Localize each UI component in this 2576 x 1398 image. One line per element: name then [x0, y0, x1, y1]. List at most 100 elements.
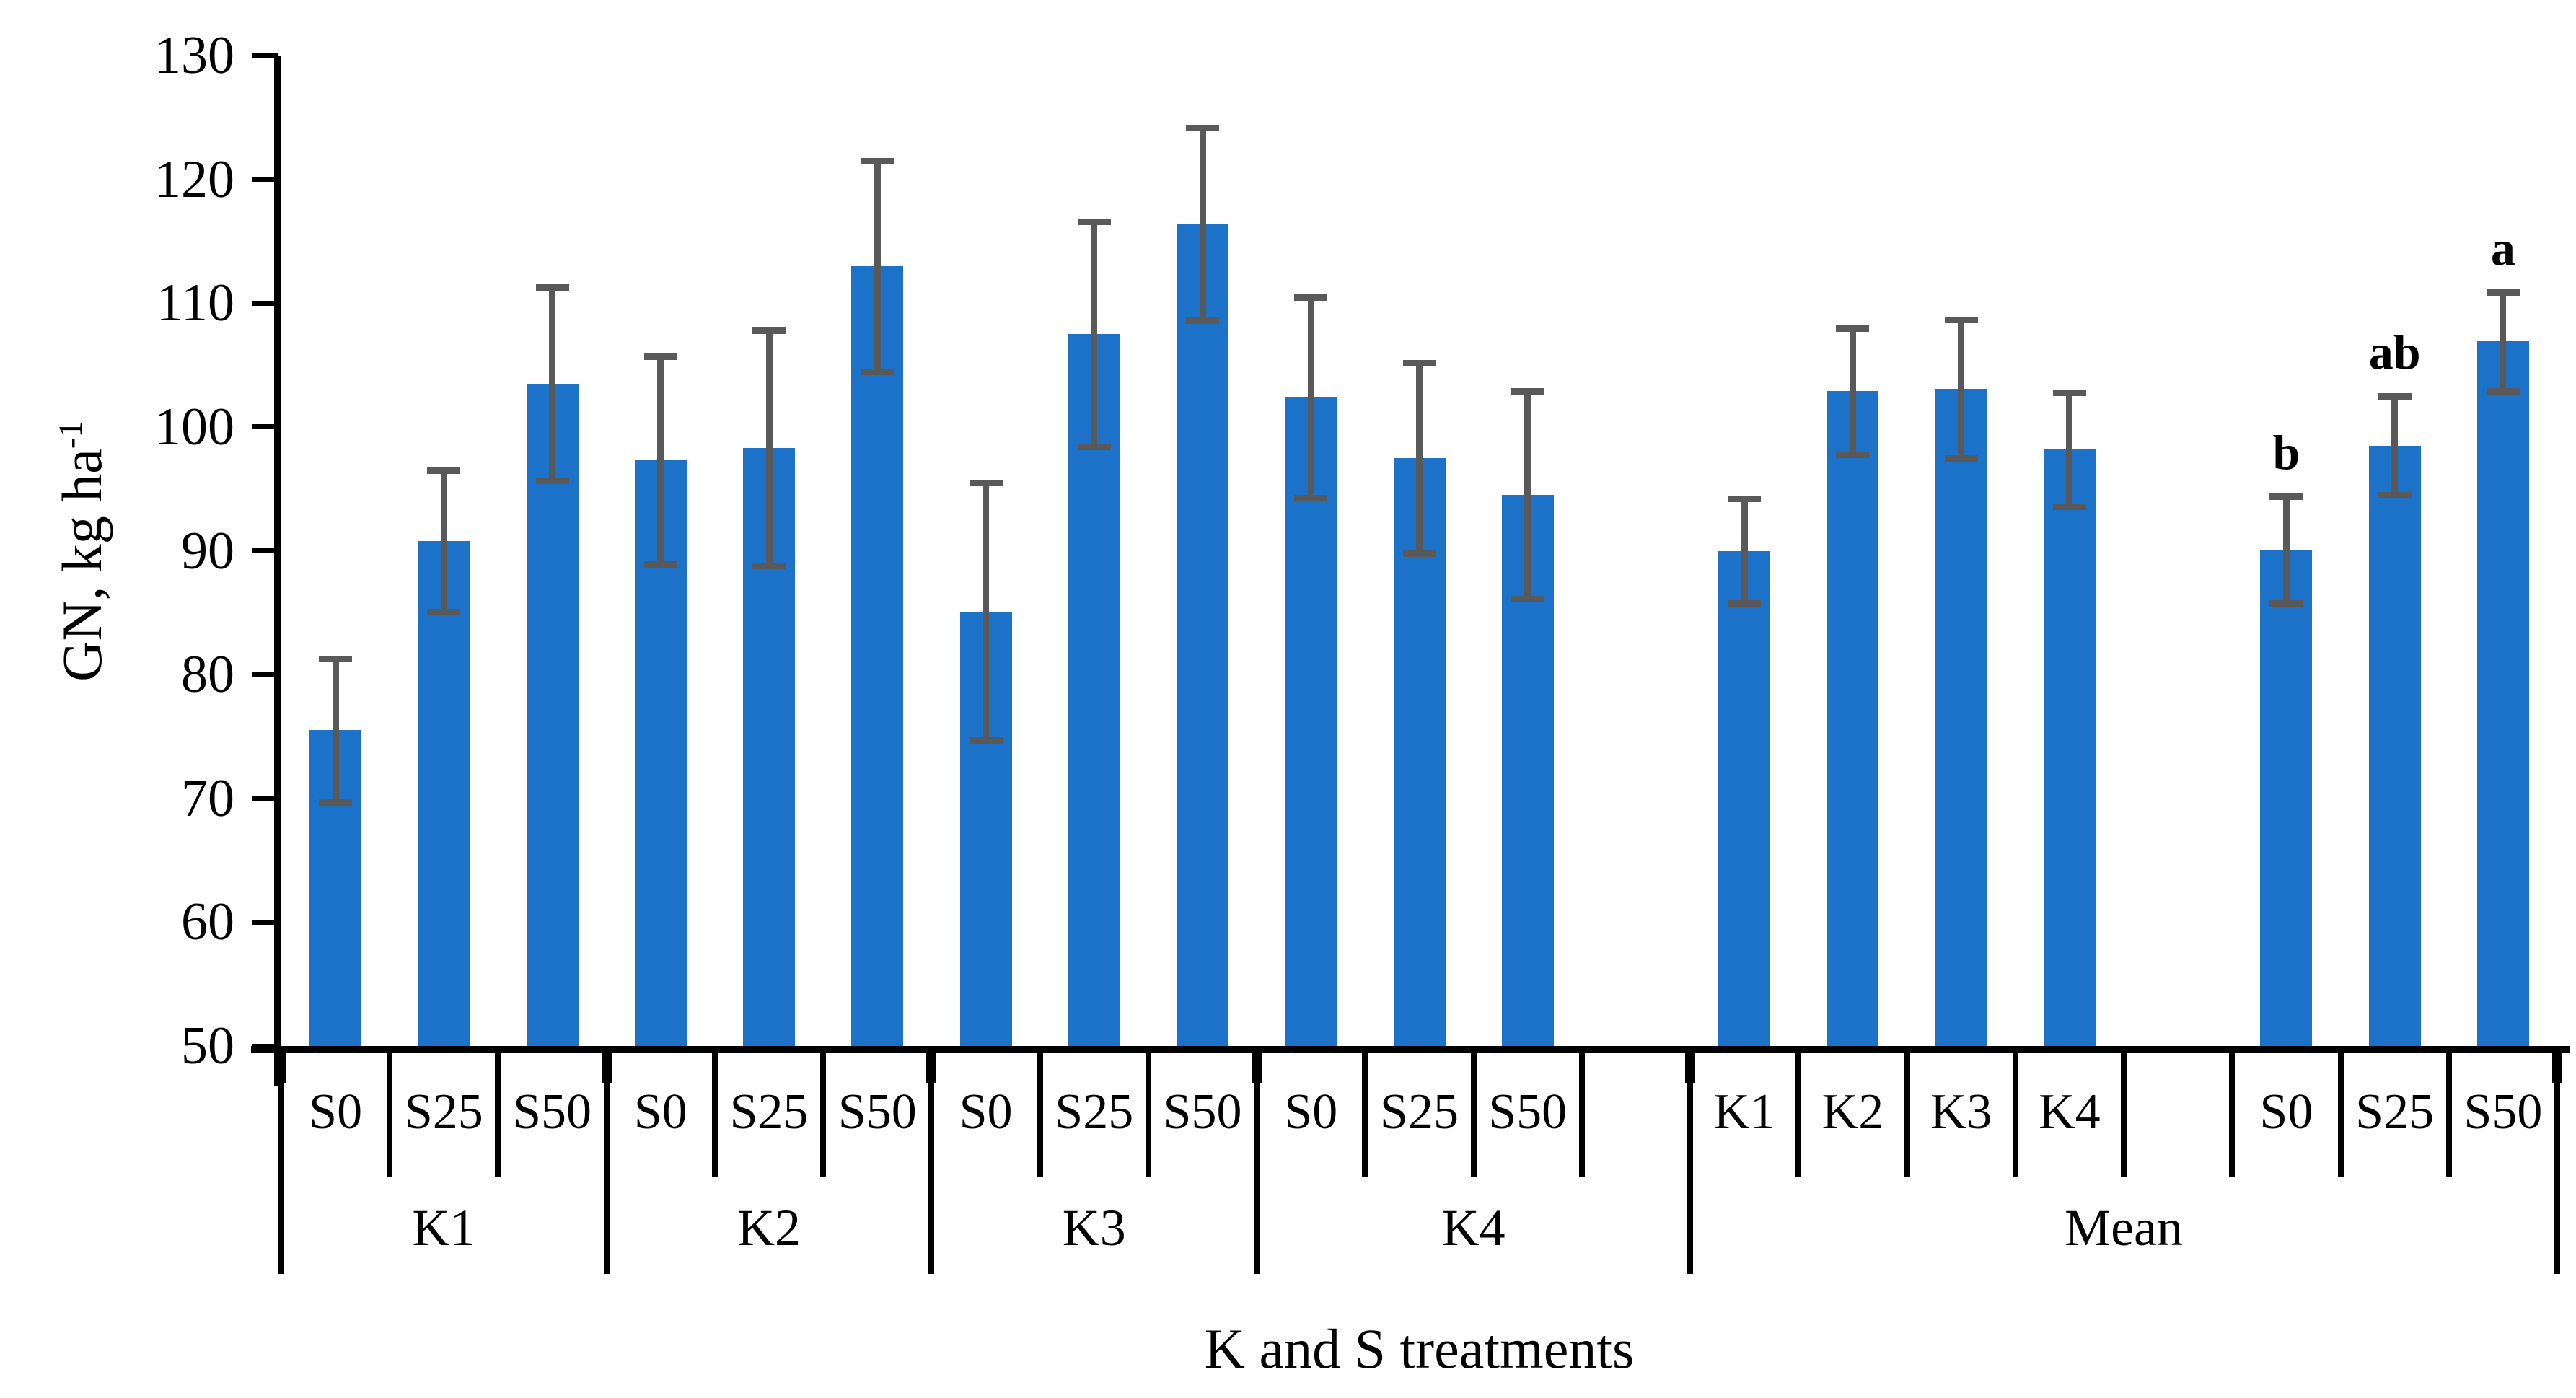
significance-letter: ab: [2368, 324, 2421, 379]
error-bar-line: [1741, 498, 1748, 603]
x-cell-label: S0: [633, 1084, 687, 1140]
x-cell-label: S0: [1284, 1084, 1338, 1140]
y-tick-label: 100: [154, 397, 234, 457]
bar: [1068, 334, 1120, 1046]
group-boundary-line: [1687, 1046, 1694, 1274]
error-bar-line: [549, 286, 556, 480]
error-bar-cap-bottom: [1511, 596, 1544, 603]
x-cell-label: S0: [2259, 1084, 2313, 1140]
y-tick-label: 130: [154, 26, 234, 85]
x-cell-label: S0: [959, 1084, 1013, 1140]
bar: [2368, 445, 2421, 1046]
error-bar-cap-top: [969, 480, 1003, 487]
y-tick-label: 120: [154, 149, 234, 209]
x-cell-label: S50: [1488, 1084, 1568, 1140]
x-cell-label: S0: [309, 1084, 363, 1140]
x-cell-label: S25: [2355, 1084, 2435, 1140]
cell-separator-line: [711, 1046, 718, 1177]
error-bar-line: [1199, 127, 1206, 321]
y-tick-label: 80: [181, 645, 234, 705]
y-tick-mark: [252, 300, 278, 306]
x-axis-title: K and S treatments: [1204, 1317, 1635, 1380]
error-bar-cap-bottom: [643, 561, 677, 568]
error-bar-line: [440, 470, 447, 612]
x-axis-tick: [926, 1052, 937, 1083]
y-tick-mark: [252, 424, 278, 430]
cell-separator-line: [387, 1046, 393, 1177]
significance-letter: b: [2272, 424, 2300, 480]
cell-separator-line: [1145, 1046, 1151, 1177]
x-cell-label: S25: [729, 1084, 809, 1140]
x-cell-label: K1: [1713, 1084, 1775, 1140]
significance-letter: a: [2490, 220, 2515, 276]
error-bar-cap-top: [1511, 388, 1544, 395]
y-tick-label: 110: [156, 273, 234, 333]
cell-separator-line: [1578, 1046, 1585, 1177]
error-bar-cap-top: [1836, 325, 1870, 332]
error-bar-cap-bottom: [2269, 599, 2303, 607]
bar: [1718, 550, 1771, 1046]
cell-separator-line: [1904, 1046, 1910, 1177]
error-bar-cap-bottom: [1944, 454, 1978, 462]
x-cell-label: S25: [404, 1084, 483, 1140]
y-tick-mark: [252, 672, 278, 677]
error-bar-cap-bottom: [752, 563, 786, 570]
x-axis-line: [251, 1046, 2570, 1053]
y-tick-label: 70: [181, 768, 234, 828]
error-bar-cap-bottom: [319, 799, 353, 806]
error-bar-cap-top: [752, 327, 786, 334]
error-bar-cap-bottom: [535, 477, 569, 484]
x-cell-label: S50: [513, 1084, 592, 1140]
error-bar-cap-bottom: [2052, 503, 2086, 510]
error-bar-cap-top: [1944, 316, 1978, 323]
error-bar-line: [1849, 327, 1856, 454]
error-bar-cap-bottom: [1402, 550, 1436, 557]
bar: [1285, 397, 1337, 1046]
error-bar-cap-bottom: [1294, 494, 1328, 501]
error-bar-line: [657, 356, 664, 565]
error-bar-cap-top: [1402, 359, 1436, 366]
error-bar-line: [1416, 362, 1423, 553]
bar: [418, 540, 470, 1046]
x-axis-tick: [1252, 1052, 1262, 1083]
bar: [2476, 341, 2529, 1046]
x-group-label: K3: [1062, 1199, 1126, 1257]
error-bar-line: [2066, 392, 2073, 506]
cell-separator-line: [1795, 1046, 1802, 1177]
y-tick-label: 50: [181, 1016, 234, 1076]
cell-separator-line: [820, 1046, 827, 1177]
bar: [1827, 391, 1879, 1046]
y-tick-mark: [252, 53, 278, 58]
error-bar-line: [983, 483, 990, 741]
error-bar-cap-top: [1728, 496, 1762, 503]
error-bar-cap-top: [1294, 294, 1328, 301]
error-bar-line: [1958, 319, 1965, 458]
error-bar-cap-top: [1186, 124, 1220, 131]
x-axis-tick: [276, 1052, 286, 1083]
bar: [2260, 549, 2313, 1046]
error-bar-line: [2391, 395, 2399, 496]
group-boundary-line: [2554, 1046, 2560, 1274]
error-bar-cap-top: [427, 467, 461, 474]
error-bar-cap-bottom: [427, 608, 461, 615]
error-bar-line: [874, 160, 881, 372]
error-bar-cap-top: [2378, 392, 2412, 400]
y-tick-mark: [252, 796, 278, 801]
error-bar-line: [765, 330, 773, 566]
y-tick-label: 60: [181, 892, 234, 952]
cell-separator-line: [1470, 1046, 1477, 1177]
x-group-label: K1: [412, 1199, 476, 1257]
cell-separator-line: [2229, 1046, 2236, 1177]
error-bar-cap-top: [2269, 493, 2303, 500]
group-boundary-line: [603, 1046, 610, 1274]
x-cell-label: K4: [2039, 1084, 2101, 1140]
error-bar-line: [1307, 296, 1314, 498]
y-axis-line: [274, 56, 281, 1086]
y-tick-mark: [252, 919, 278, 925]
cell-separator-line: [1037, 1046, 1043, 1177]
group-boundary-line: [928, 1046, 935, 1274]
y-tick-mark: [252, 548, 278, 553]
error-bar-cap-bottom: [2486, 388, 2520, 395]
cell-separator-line: [2337, 1046, 2344, 1177]
bar: [2043, 449, 2096, 1046]
